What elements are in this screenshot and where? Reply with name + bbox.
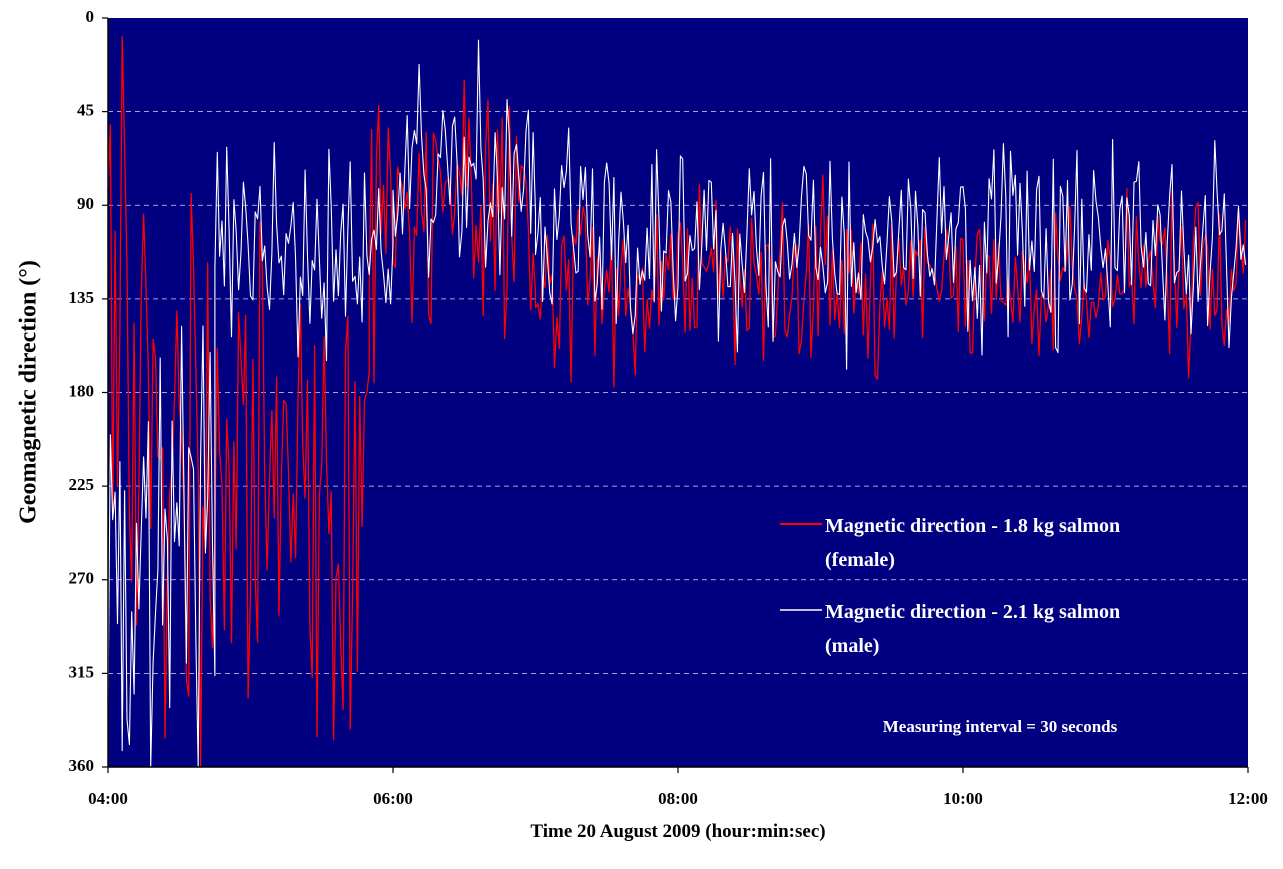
legend-label-male-line1: Magnetic direction - 2.1 kg salmon xyxy=(825,601,1120,623)
y-tick-label: 90 xyxy=(77,194,94,213)
legend: Magnetic direction - 1.8 kg salmon (fema… xyxy=(780,515,1120,657)
y-tick-label: 360 xyxy=(69,756,95,775)
legend-label-male-line2: (male) xyxy=(825,635,879,657)
y-tick-label: 0 xyxy=(86,7,95,26)
y-tick-label: 315 xyxy=(69,662,95,681)
legend-label-female-line1: Magnetic direction - 1.8 kg salmon xyxy=(825,515,1120,537)
measuring-interval-note: Measuring interval = 30 seconds xyxy=(883,717,1118,736)
y-axis-ticks: 0 45 90 135 180 225 270 315 360 xyxy=(69,7,108,775)
x-tick-label: 10:00 xyxy=(943,789,983,808)
series-layer xyxy=(107,36,1247,768)
y-tick-label: 225 xyxy=(69,475,95,494)
x-tick-label: 04:00 xyxy=(88,789,128,808)
y-tick-label: 180 xyxy=(69,381,95,400)
x-tick-label: 06:00 xyxy=(373,789,413,808)
y-axis-title: Geomagnetic direction (°) xyxy=(16,260,42,524)
x-tick-label: 08:00 xyxy=(658,789,698,808)
x-axis-ticks: 04:00 06:00 08:00 10:00 12:00 xyxy=(88,767,1268,808)
x-axis-title: Time 20 August 2009 (hour:min:sec) xyxy=(530,821,825,842)
y-tick-label: 135 xyxy=(69,288,95,307)
legend-label-female-line2: (female) xyxy=(825,549,895,571)
x-tick-label: 12:00 xyxy=(1228,789,1268,808)
series-line-male xyxy=(107,39,1247,768)
y-tick-label: 270 xyxy=(69,569,95,588)
y-tick-label: 45 xyxy=(77,101,94,120)
